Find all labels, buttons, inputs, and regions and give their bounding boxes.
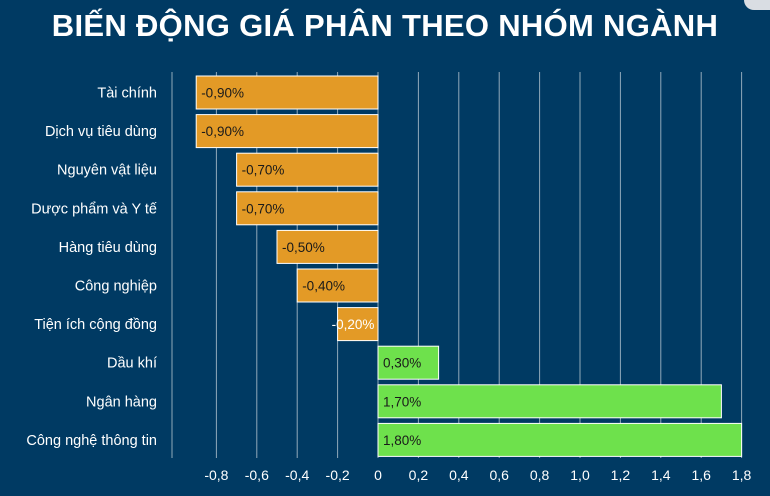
x-tick-label: -0,2 [326, 467, 350, 483]
x-tick-label: 1,0 [570, 467, 590, 483]
category-label: Ngân hàng [86, 394, 157, 410]
bar-value-label: -0,90% [201, 124, 244, 139]
category-label: Dược phẩm và Y tế [31, 201, 157, 217]
bar [195, 114, 379, 149]
category-label: Tiện ích cộng đồng [34, 317, 157, 333]
bar [337, 307, 379, 342]
x-tick-label: 0,6 [489, 467, 509, 483]
x-tick-label: -0,6 [245, 467, 269, 483]
bar-value-label: 0,30% [383, 356, 421, 371]
bar [377, 422, 743, 457]
category-label: Công nghệ thông tin [26, 433, 157, 449]
category-label: Hàng tiêu dùng [59, 240, 157, 256]
bar-value-label: -0,40% [302, 279, 345, 294]
bar [377, 384, 722, 419]
category-label: Tài chính [97, 86, 157, 102]
x-tick-label: 1,6 [691, 467, 711, 483]
bar-value-label: -0,70% [242, 201, 285, 216]
bar [377, 345, 440, 380]
bars: -0,90% -0,90% -0,70% -0,70% -0,50% -0,40% -0,2… [195, 75, 743, 457]
x-tick-label: 1,8 [732, 467, 752, 483]
x-tick-label: -0,8 [204, 467, 228, 483]
bar-value-label: 1,70% [383, 394, 421, 409]
x-tick-labels: -0,8 -0,6 -0,4 -0,2 0 0,2 0,4 0,6 0,8 1,0 1,2 1,4 1,… [204, 467, 751, 483]
bar [276, 229, 379, 264]
bar-value-label: -0,90% [201, 86, 244, 101]
bar-value-label: -0,20% [332, 317, 375, 332]
x-tick-label: 0,2 [409, 467, 429, 483]
category-label: Công nghiệp [75, 279, 157, 295]
x-tick-label: 0,8 [530, 467, 550, 483]
category-label: Dịch vụ tiêu dùng [45, 124, 157, 140]
x-tick-label: 0 [374, 467, 382, 483]
bar [296, 268, 379, 303]
chart-title: BIẾN ĐỘNG GIÁ PHÂN THEO NHÓM NGÀNH [51, 8, 719, 43]
bar [236, 191, 379, 226]
x-tick-label: 1,2 [611, 467, 631, 483]
window-corner-decoration [744, 0, 770, 10]
x-tick-label: -0,4 [285, 467, 309, 483]
x-tick-label: 0,4 [449, 467, 469, 483]
bar [195, 75, 379, 110]
category-label: Nguyên vật liệu [57, 163, 157, 179]
bar-value-label: -0,70% [242, 163, 285, 178]
x-tick-label: 1,4 [651, 467, 671, 483]
bar-value-label: -0,50% [282, 240, 325, 255]
category-labels: Tài chính Dịch vụ tiêu dùng Nguyên vật liệ… [26, 86, 157, 449]
category-label: Dầu khí [107, 356, 157, 372]
bar-value-label: 1,80% [383, 433, 421, 448]
bar [236, 152, 379, 187]
